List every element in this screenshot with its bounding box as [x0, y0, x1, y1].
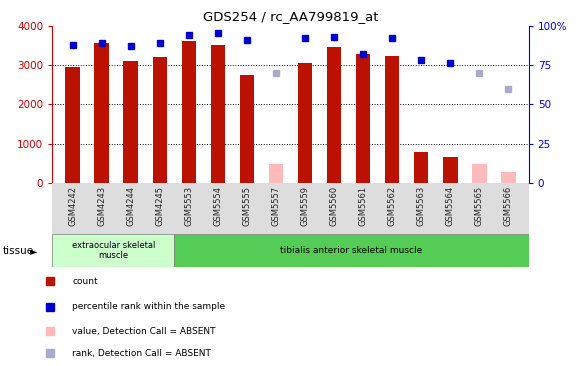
Text: GSM4243: GSM4243	[97, 186, 106, 226]
Bar	[240, 75, 254, 183]
Text: rank, Detection Call = ABSENT: rank, Detection Call = ABSENT	[73, 349, 211, 358]
Bar	[65, 67, 80, 183]
Bar	[501, 172, 516, 183]
Bar	[414, 152, 429, 183]
Bar	[472, 164, 487, 183]
Bar	[211, 45, 225, 183]
Bar	[269, 164, 284, 183]
Bar	[443, 157, 458, 183]
Bar	[181, 41, 196, 183]
Text: extraocular skeletal
muscle: extraocular skeletal muscle	[71, 241, 155, 261]
Text: GSM5562: GSM5562	[388, 186, 397, 226]
Text: GSM5566: GSM5566	[504, 186, 513, 226]
Text: GSM5554: GSM5554	[213, 186, 223, 225]
Text: GSM4245: GSM4245	[155, 186, 164, 225]
Bar	[52, 234, 174, 267]
Bar	[356, 54, 371, 183]
Text: GSM5565: GSM5565	[475, 186, 484, 226]
Text: GSM5555: GSM5555	[242, 186, 252, 225]
Text: count: count	[73, 277, 98, 285]
Bar	[298, 63, 313, 183]
Text: GSM5557: GSM5557	[271, 186, 281, 226]
Title: GDS254 / rc_AA799819_at: GDS254 / rc_AA799819_at	[203, 10, 378, 23]
Text: tissue: tissue	[3, 246, 34, 256]
Bar	[174, 234, 529, 267]
Text: ►: ►	[30, 246, 38, 256]
Text: percentile rank within the sample: percentile rank within the sample	[73, 302, 225, 311]
Text: GSM5561: GSM5561	[358, 186, 368, 226]
Bar	[124, 61, 138, 183]
Text: GSM5553: GSM5553	[184, 186, 193, 226]
Text: GSM5559: GSM5559	[300, 186, 310, 225]
Bar	[94, 43, 109, 183]
Text: GSM4244: GSM4244	[126, 186, 135, 225]
Text: value, Detection Call = ABSENT: value, Detection Call = ABSENT	[73, 327, 216, 336]
Text: GSM4242: GSM4242	[68, 186, 77, 225]
Text: GSM5560: GSM5560	[329, 186, 339, 226]
Bar	[152, 57, 167, 183]
Text: GSM5563: GSM5563	[417, 186, 426, 226]
Bar	[327, 47, 342, 183]
Text: tibialis anterior skeletal muscle: tibialis anterior skeletal muscle	[281, 246, 422, 255]
Bar	[385, 56, 400, 183]
Text: GSM5564: GSM5564	[446, 186, 455, 226]
